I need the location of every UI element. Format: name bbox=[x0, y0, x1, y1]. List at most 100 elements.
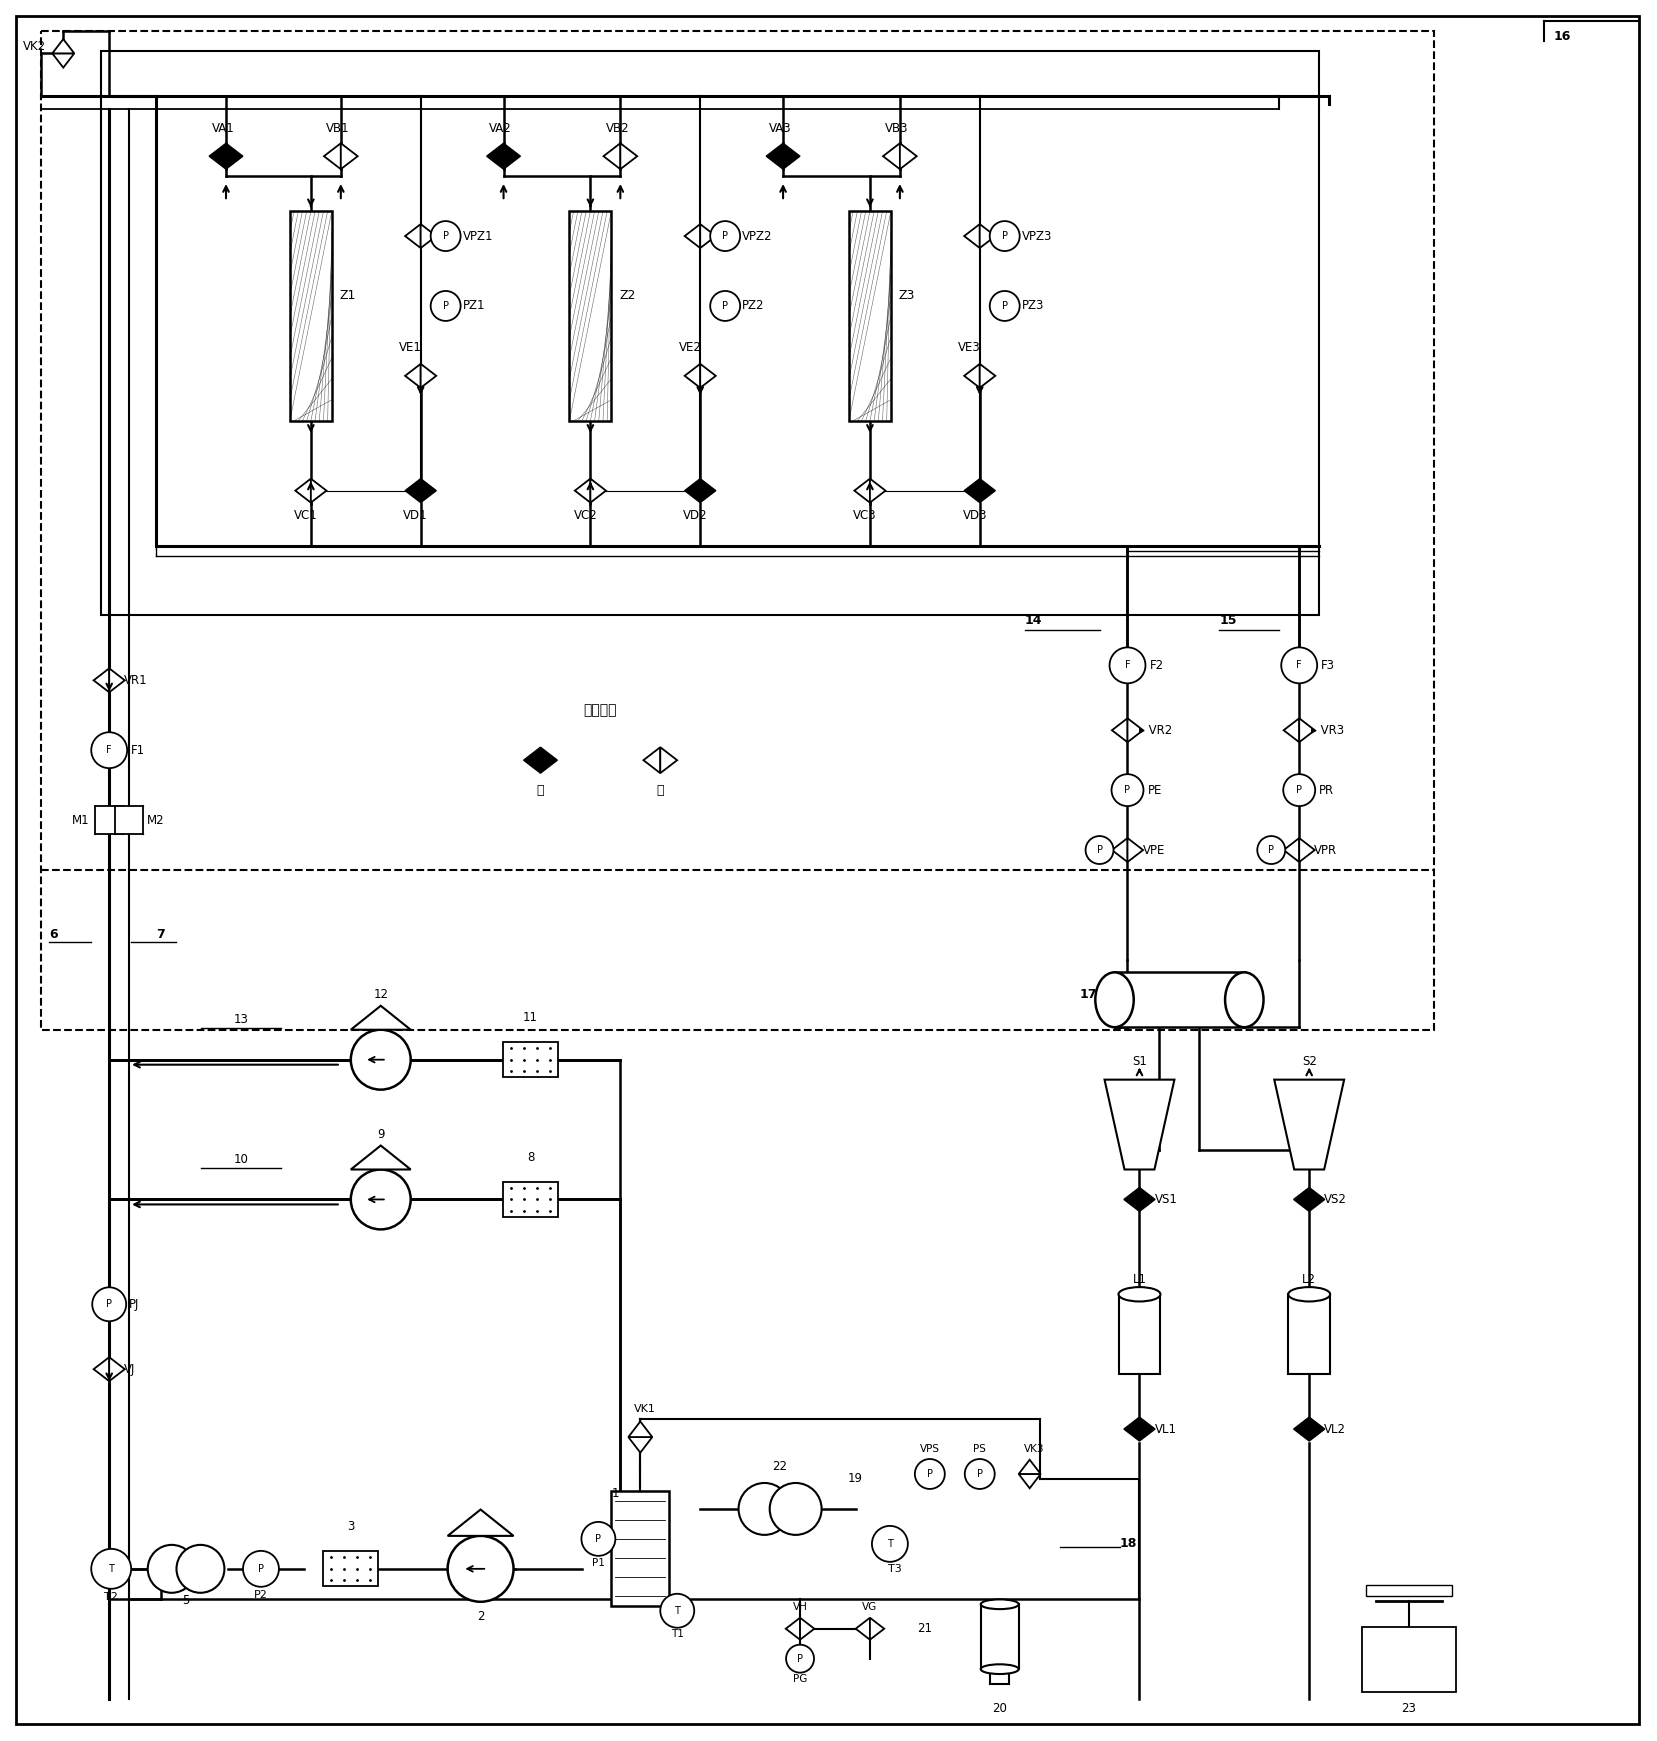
Polygon shape bbox=[964, 364, 979, 388]
Circle shape bbox=[431, 221, 461, 251]
Polygon shape bbox=[870, 1617, 885, 1640]
Polygon shape bbox=[964, 479, 979, 503]
Text: 19: 19 bbox=[847, 1473, 862, 1485]
Bar bbox=[504, 1043, 558, 1078]
Polygon shape bbox=[351, 1006, 411, 1029]
Text: F1: F1 bbox=[131, 743, 146, 757]
Polygon shape bbox=[1299, 719, 1314, 742]
Polygon shape bbox=[628, 1436, 653, 1452]
Text: PR: PR bbox=[1319, 783, 1334, 797]
Text: P: P bbox=[1296, 785, 1302, 796]
Text: T2: T2 bbox=[104, 1591, 118, 1602]
Circle shape bbox=[91, 1549, 131, 1590]
Circle shape bbox=[915, 1459, 944, 1489]
Text: 20: 20 bbox=[993, 1703, 1007, 1715]
Circle shape bbox=[785, 1645, 814, 1673]
Text: PG: PG bbox=[792, 1673, 807, 1684]
Polygon shape bbox=[979, 364, 996, 388]
Text: VH: VH bbox=[792, 1602, 807, 1612]
Polygon shape bbox=[1140, 1417, 1155, 1442]
Text: VC2: VC2 bbox=[573, 508, 597, 522]
Polygon shape bbox=[1105, 1079, 1175, 1170]
Circle shape bbox=[771, 1483, 822, 1536]
Text: P: P bbox=[442, 232, 449, 240]
Polygon shape bbox=[620, 143, 638, 169]
Polygon shape bbox=[94, 669, 109, 693]
Text: 12: 12 bbox=[373, 989, 388, 1001]
Circle shape bbox=[872, 1525, 908, 1562]
Circle shape bbox=[711, 291, 741, 320]
Text: VE2: VE2 bbox=[679, 341, 701, 355]
Circle shape bbox=[1110, 648, 1145, 682]
Polygon shape bbox=[590, 479, 606, 503]
Text: T3: T3 bbox=[888, 1563, 901, 1574]
Text: F: F bbox=[106, 745, 113, 756]
Text: Z2: Z2 bbox=[620, 289, 636, 303]
Polygon shape bbox=[855, 479, 870, 503]
Polygon shape bbox=[53, 54, 75, 68]
Text: 21: 21 bbox=[918, 1623, 933, 1635]
Circle shape bbox=[244, 1551, 278, 1586]
Polygon shape bbox=[684, 225, 701, 247]
Text: S1: S1 bbox=[1132, 1055, 1147, 1069]
Polygon shape bbox=[447, 1509, 514, 1536]
Polygon shape bbox=[766, 143, 784, 169]
Polygon shape bbox=[979, 479, 996, 503]
Text: 关: 关 bbox=[537, 783, 543, 797]
Circle shape bbox=[582, 1522, 615, 1556]
Ellipse shape bbox=[1225, 971, 1264, 1027]
Text: 23: 23 bbox=[1402, 1703, 1417, 1715]
Bar bbox=[981, 1603, 1019, 1670]
Polygon shape bbox=[1127, 719, 1143, 742]
Text: 17: 17 bbox=[1080, 989, 1097, 1001]
Text: P: P bbox=[797, 1654, 804, 1664]
Circle shape bbox=[1258, 836, 1286, 864]
Text: S2: S2 bbox=[1302, 1055, 1317, 1069]
Text: 15: 15 bbox=[1220, 615, 1236, 627]
Bar bbox=[323, 1551, 378, 1586]
Text: P2: P2 bbox=[254, 1590, 268, 1600]
Polygon shape bbox=[94, 1358, 109, 1381]
Text: VPR: VPR bbox=[1314, 844, 1337, 857]
Text: P: P bbox=[722, 301, 727, 312]
Text: 阀门状态: 阀门状态 bbox=[583, 703, 616, 717]
Text: VS1: VS1 bbox=[1155, 1193, 1178, 1207]
Text: PJ: PJ bbox=[129, 1297, 139, 1311]
Bar bbox=[290, 211, 331, 421]
Polygon shape bbox=[487, 143, 504, 169]
Polygon shape bbox=[341, 143, 358, 169]
Text: VL1: VL1 bbox=[1155, 1422, 1176, 1436]
Bar bbox=[1367, 1584, 1452, 1596]
Bar bbox=[1362, 1626, 1457, 1692]
Text: VJ: VJ bbox=[124, 1363, 136, 1375]
Text: VPE: VPE bbox=[1142, 844, 1165, 857]
Text: T: T bbox=[108, 1563, 114, 1574]
Polygon shape bbox=[979, 225, 996, 247]
Text: PZ2: PZ2 bbox=[742, 299, 764, 312]
Text: P: P bbox=[595, 1534, 601, 1544]
Text: F3: F3 bbox=[1321, 658, 1336, 672]
Text: P: P bbox=[442, 301, 449, 312]
Polygon shape bbox=[404, 364, 421, 388]
Polygon shape bbox=[209, 143, 225, 169]
Text: L2: L2 bbox=[1302, 1273, 1316, 1287]
Bar bbox=[1115, 971, 1244, 1027]
Text: 1: 1 bbox=[611, 1487, 620, 1501]
Ellipse shape bbox=[1118, 1287, 1160, 1302]
Circle shape bbox=[177, 1544, 224, 1593]
Polygon shape bbox=[1019, 1475, 1041, 1489]
Bar bbox=[116, 806, 143, 834]
Bar bbox=[101, 52, 1319, 615]
Text: ▸ VR2: ▸ VR2 bbox=[1140, 724, 1173, 736]
Text: Z1: Z1 bbox=[340, 289, 356, 303]
Polygon shape bbox=[603, 143, 620, 169]
Text: 10: 10 bbox=[234, 1153, 249, 1166]
Circle shape bbox=[351, 1029, 411, 1090]
Text: 2: 2 bbox=[477, 1610, 484, 1623]
Polygon shape bbox=[325, 143, 341, 169]
Polygon shape bbox=[659, 747, 678, 773]
Polygon shape bbox=[524, 747, 540, 773]
Text: T: T bbox=[886, 1539, 893, 1549]
Polygon shape bbox=[504, 143, 520, 169]
Text: VS2: VS2 bbox=[1324, 1193, 1347, 1207]
